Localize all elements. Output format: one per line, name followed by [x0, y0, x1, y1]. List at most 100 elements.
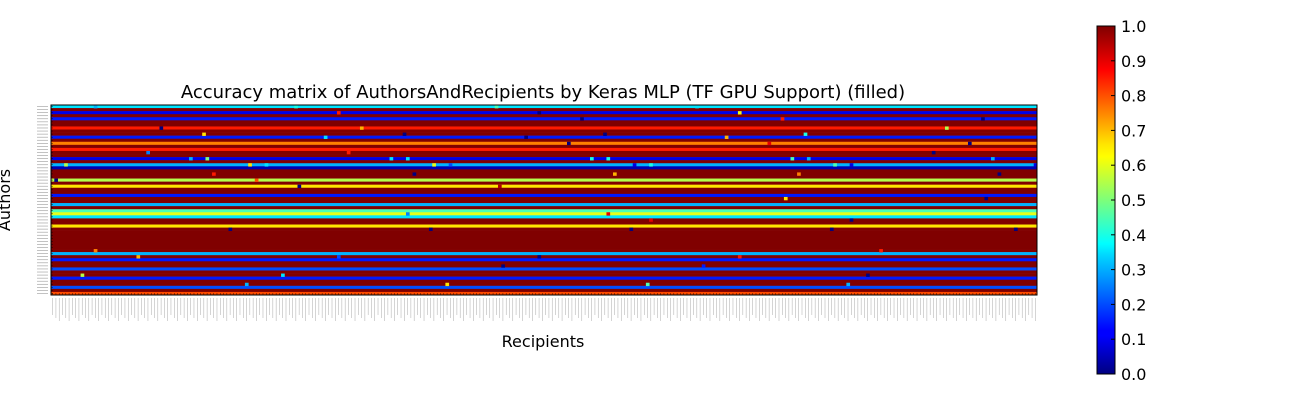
heatmap-row-45	[51, 242, 1037, 247]
y-axis-label: Authors	[0, 169, 14, 231]
colorbar-tick-label-3: 0.3	[1121, 261, 1146, 280]
heatmap-cell-r2-0	[336, 111, 341, 115]
heatmap-cell-r7-0	[944, 126, 949, 130]
heatmap-cell-r22-0	[797, 172, 801, 176]
heatmap-cell-r30-0	[783, 196, 788, 201]
heatmap-row-58	[51, 282, 1037, 287]
heatmap-row-7	[51, 126, 1037, 130]
heatmap-row-31	[51, 200, 1037, 204]
heatmap-row-32	[51, 203, 1037, 207]
heatmap-row-9	[51, 132, 1037, 136]
colorbar-tick-label-8: 0.8	[1121, 87, 1146, 106]
heatmap-cell-r4-0	[580, 117, 584, 121]
heatmap-cell-r55-2	[281, 273, 285, 277]
heatmap-cell-r47-0	[879, 249, 883, 253]
heatmap-cell-r7-2	[359, 126, 364, 130]
heatmap-row-0	[51, 105, 1037, 109]
heatmap-cell-r40-3	[629, 227, 634, 231]
column-tick-labels	[52, 293, 1036, 321]
heatmap-row-47	[51, 249, 1037, 253]
heatmap-cell-r40-4	[829, 227, 834, 231]
heatmap-cell-r2-2	[737, 111, 742, 115]
heatmap-row-21	[51, 169, 1037, 173]
heatmap-cell-r10-1	[524, 135, 528, 140]
heatmap-cell-r19-0	[432, 163, 436, 167]
heatmap-cell-r12-1	[767, 141, 772, 146]
heatmap-cell-r17-6	[405, 157, 410, 161]
heatmap-cell-r19-4	[248, 163, 252, 167]
heatmap-row-8	[51, 129, 1037, 133]
heatmap-row-13	[51, 144, 1037, 149]
heatmap-row-36	[51, 215, 1037, 219]
heatmap-cell-r49-2	[537, 255, 542, 259]
heatmap-row-1	[51, 108, 1037, 112]
heatmap-plot-area	[51, 105, 1037, 295]
heatmap-cell-r17-3	[790, 157, 795, 161]
heatmap-row-46	[51, 245, 1037, 250]
heatmap-cell-r2-1	[537, 111, 542, 115]
colorbar-tick-label-5: 0.5	[1121, 191, 1146, 210]
plot-frame	[50, 104, 1038, 296]
colorbar-tick-label-7: 0.7	[1121, 121, 1146, 140]
heatmap-row-2	[51, 111, 1037, 115]
heatmap-cell-r22-2	[212, 172, 216, 176]
heatmap-row-28	[51, 190, 1037, 195]
heatmap-cell-r15-2	[346, 150, 351, 155]
heatmap-cell-r52-0	[501, 264, 505, 268]
heatmap-cell-r35-1	[606, 212, 611, 216]
heatmap-row-30	[51, 196, 1037, 201]
heatmap-cell-r0-2	[494, 105, 499, 109]
heatmap-row-3	[51, 114, 1037, 118]
heatmap-row-57	[51, 279, 1037, 284]
heatmap-row-34	[51, 209, 1037, 213]
heatmap-cell-r58-0	[244, 282, 249, 287]
heatmap-row-27	[51, 187, 1037, 192]
heatmap-cell-r19-1	[632, 163, 637, 167]
heatmap-row-35	[51, 212, 1037, 216]
heatmap-row-56	[51, 276, 1037, 280]
heatmap-row-55	[51, 273, 1037, 277]
colorbar-tick-label-4: 0.4	[1121, 226, 1146, 245]
heatmap-cell-r17-8	[806, 157, 811, 161]
heatmap-cell-r26-1	[497, 184, 502, 189]
colorbar-tick-label-0: 0.0	[1121, 365, 1146, 384]
heatmap-cell-r24-0	[54, 178, 58, 182]
heatmap-cell-r40-1	[228, 227, 233, 231]
heatmap-cell-r0-3	[695, 105, 699, 109]
heatmap-cell-r17-7	[606, 157, 611, 161]
heatmap-cell-r37-1	[849, 218, 854, 222]
heatmap-cell-r40-0	[1013, 227, 1018, 231]
heatmap-row-41	[51, 230, 1037, 235]
heatmap-cell-r24-1	[254, 178, 259, 182]
heatmap-row-26	[51, 184, 1037, 189]
x-axis-label: Recipients	[502, 332, 585, 351]
heatmap-row-37	[51, 218, 1037, 222]
heatmap-cell-r9-0	[202, 132, 206, 136]
heatmap-row-16	[51, 154, 1037, 158]
heatmap-row-6	[51, 123, 1037, 127]
heatmap-cell-r19-3	[1033, 163, 1037, 167]
heatmap-row-17	[51, 157, 1037, 161]
heatmap-row-4	[51, 117, 1037, 121]
heatmap-cell-r9-2	[603, 132, 607, 136]
colorbar-tick-label-9: 0.9	[1121, 52, 1146, 71]
row-tick-labels	[37, 106, 53, 294]
heatmap-cell-r19-8	[64, 163, 68, 167]
heatmap-row-48	[51, 252, 1037, 256]
heatmap-cell-r52-1	[701, 264, 706, 268]
heatmap-row-10	[51, 135, 1037, 140]
heatmap-cell-r19-6	[649, 163, 653, 167]
heatmap-row-61	[51, 291, 1037, 295]
heatmap-cell-r0-1	[294, 105, 298, 109]
heatmap-cell-r10-0	[323, 135, 328, 140]
heatmap-row-29	[51, 193, 1037, 198]
heatmap-cell-r55-1	[80, 273, 85, 277]
heatmap-cell-r9-3	[803, 132, 808, 136]
heatmap-cell-r58-1	[445, 282, 450, 287]
heatmap-cell-r22-4	[613, 172, 617, 176]
heatmap-cell-r4-2	[981, 117, 985, 121]
heatmap-cell-r17-1	[389, 157, 394, 161]
heatmap-row-43	[51, 236, 1037, 241]
colorbar-tick-label-10: 1.0	[1121, 17, 1146, 36]
heatmap-cell-r4-1	[780, 117, 785, 121]
